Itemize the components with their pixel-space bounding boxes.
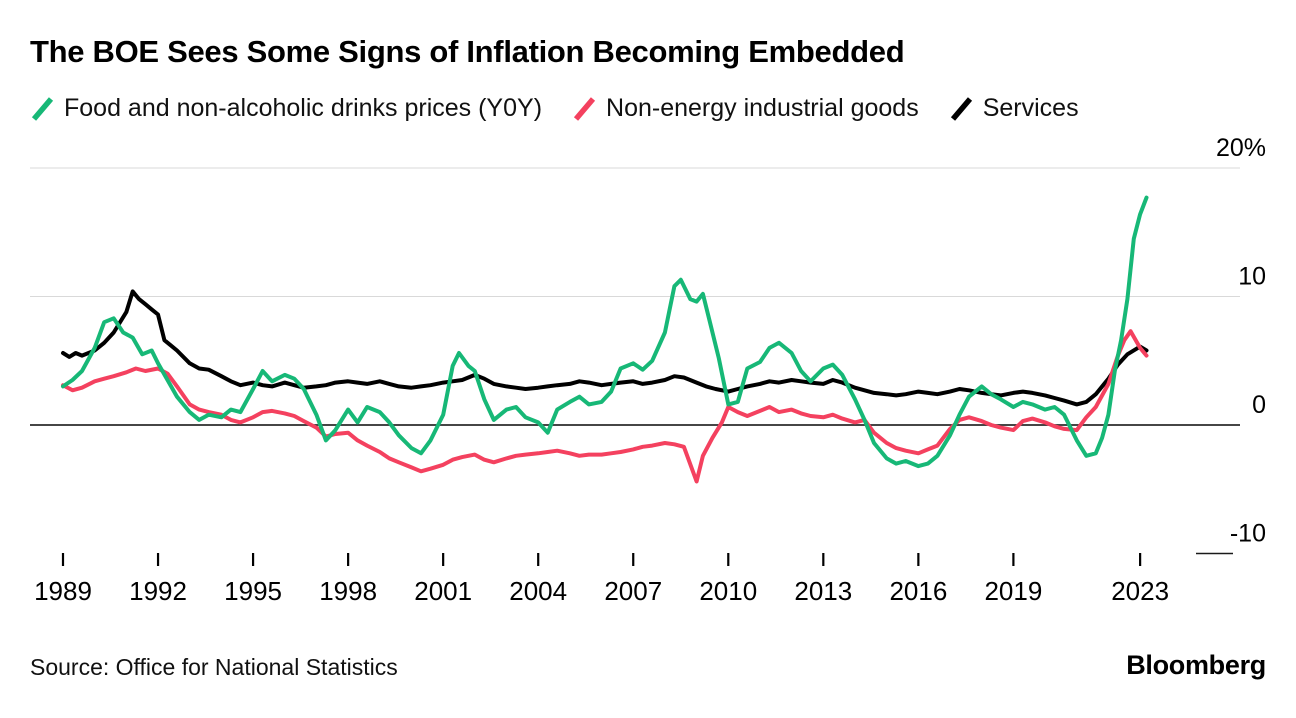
x-axis-label: 1998 — [319, 576, 377, 606]
legend-item-2: Services — [949, 94, 1079, 123]
x-axis-label: 2019 — [984, 576, 1042, 606]
chart-svg: 20% 10 0 -10 1989 1992 1995 1998 2001 2004 2007 201… — [30, 134, 1266, 606]
chart-area: 20% 10 0 -10 1989 1992 1995 1998 2001 2004 2007 201… — [0, 125, 1296, 616]
series-line-1 — [61, 329, 1149, 484]
x-axis-label: 2004 — [509, 576, 567, 606]
chart-title: The BOE Sees Some Signs of Inflation Bec… — [30, 34, 905, 69]
y-axis-label: -10 — [1230, 520, 1266, 548]
legend-item-label: Food and non-alcoholic drinks prices (Y0… — [64, 94, 543, 122]
chart-page: The BOE Sees Some Signs of Inflation Bec… — [0, 34, 1296, 681]
x-axis-label: 1992 — [129, 576, 187, 606]
x-axis-label: 2007 — [604, 576, 662, 606]
y-axis-label: 10 — [1238, 263, 1266, 291]
series-line-2 — [61, 289, 1149, 407]
x-axis-label: 2001 — [414, 576, 472, 606]
x-axis-label: 2013 — [794, 576, 852, 606]
source-note: Source: Office for National Statistics — [30, 654, 398, 680]
y-axis-label: 0 — [1252, 391, 1266, 419]
x-axis-label: 2010 — [699, 576, 757, 606]
y-axis-label: 20% — [1216, 134, 1266, 162]
legend-swatch-icon — [950, 96, 972, 121]
x-axis-label: 2023 — [1111, 576, 1169, 606]
legend-item-label: Non-energy industrial goods — [606, 94, 919, 122]
legend-swatch-icon — [573, 96, 596, 121]
chart-footer: Source: Office for National Statistics B… — [30, 650, 1266, 681]
legend-item-0: Food and non-alcoholic drinks prices (Y0… — [30, 94, 542, 123]
x-axis-label: 2016 — [889, 576, 947, 606]
legend: Food and non-alcoholic drinks prices (Y0… — [30, 94, 1266, 123]
x-axis-label: 1989 — [34, 576, 92, 606]
legend-item-label: Services — [982, 94, 1079, 122]
x-axis-label: 1995 — [224, 576, 282, 606]
series-line-0 — [61, 195, 1149, 469]
legend-swatch-icon — [31, 96, 54, 121]
bloomberg-logo: Bloomberg — [1126, 650, 1266, 680]
legend-item-1: Non-energy industrial goods — [572, 94, 919, 123]
